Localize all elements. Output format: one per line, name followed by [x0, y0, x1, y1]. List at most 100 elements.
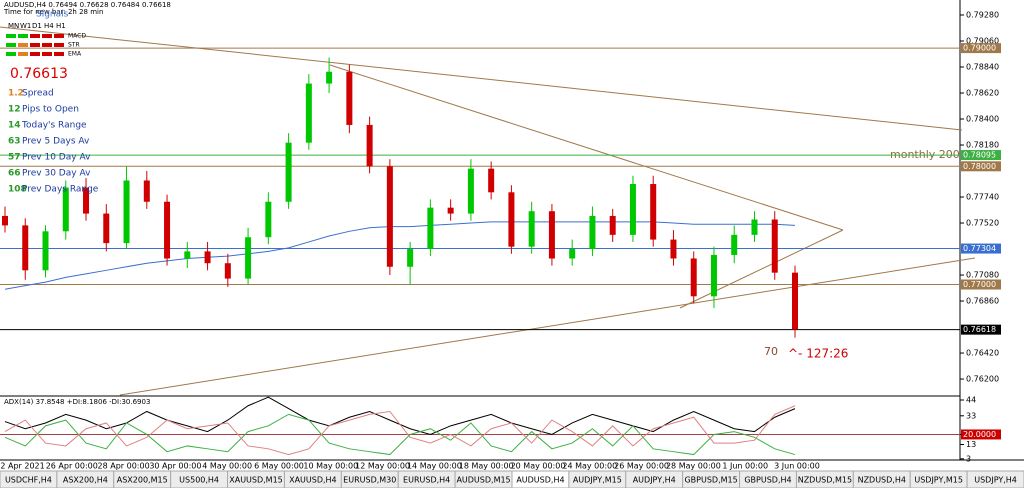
timeframe-label: H4	[44, 22, 54, 30]
tab-label[interactable]: AUDUSD,H4	[516, 476, 564, 485]
signal-cell	[18, 43, 28, 47]
stat-label: Prev 5 Days Av	[22, 137, 90, 147]
level-label: 0.76618	[963, 325, 996, 334]
chart-title: AUDUSD,H4 0.76494 0.76628 0.76484 0.7661…	[4, 1, 171, 9]
candle-body	[42, 231, 49, 271]
stat-number: 1.2	[8, 89, 24, 99]
tab-label[interactable]: ASX200,H4	[63, 476, 108, 485]
x-tick-label: 3 Jun 00:00	[774, 462, 820, 471]
candle-body	[366, 124, 373, 167]
x-tick-label: 26 Apr 00:00	[46, 462, 98, 471]
signal-cell	[6, 43, 16, 47]
tab-label[interactable]: ASX200,M15	[117, 476, 168, 485]
signal-cell	[30, 34, 40, 38]
tab-label[interactable]: NZDUSD,M15	[798, 476, 852, 485]
signal-cell	[30, 43, 40, 47]
tab-label[interactable]: EURUSD,H4	[403, 476, 450, 485]
candle-body	[346, 71, 353, 125]
signal-cell	[42, 52, 52, 56]
tab-label[interactable]: XAUUSD,M15	[229, 476, 283, 485]
y-tick-label: 0.76860	[966, 297, 999, 306]
tab-label[interactable]: XAUUSD,H4	[289, 476, 337, 485]
level-label: 0.78095	[963, 151, 996, 160]
candle-body	[548, 211, 555, 259]
candle-body	[305, 83, 312, 143]
candle-body	[22, 225, 29, 271]
candle-body	[386, 166, 393, 267]
stat-number: 57	[8, 153, 21, 163]
candle-body	[62, 187, 69, 232]
candle-body	[488, 168, 495, 193]
y-tick-label: 0.79280	[966, 11, 999, 20]
tab-label[interactable]: USDJPY,M15	[914, 476, 963, 485]
y-tick-label: 0.77080	[966, 271, 999, 280]
candle-body	[650, 184, 657, 240]
level-tag	[961, 43, 1001, 54]
tab-label[interactable]: AUDJPY,H4	[633, 476, 676, 485]
indicator-label: EMA	[68, 51, 82, 58]
candle-body	[204, 251, 211, 264]
y-tick-label: 0.78180	[966, 141, 999, 150]
y-tick-label: 0.78620	[966, 89, 999, 98]
candle-body	[103, 213, 110, 244]
x-tick-label: 4 May 00:00	[202, 462, 252, 471]
y-tick-label: 0.78840	[966, 63, 999, 72]
ema-line	[4, 221, 796, 290]
stat-number: 14	[8, 121, 21, 131]
candle-body	[245, 237, 252, 279]
candle-body	[447, 207, 454, 214]
y-tick-label: 44	[966, 396, 976, 405]
tab-label[interactable]: GBPUSD,H4	[744, 476, 791, 485]
y-tick-label: 3	[966, 454, 971, 463]
candle-body	[569, 249, 576, 259]
tab-label[interactable]: GBPUSD,M15	[684, 476, 737, 485]
stat-label: Pips to Open	[22, 105, 79, 115]
timeframe-label: W1	[20, 22, 31, 30]
annotation: ^- 127:26	[788, 347, 848, 361]
tab-label[interactable]: AUDJPY,M15	[573, 476, 622, 485]
tab-label[interactable]: USDJPY,H4	[974, 476, 1017, 485]
y-tick-label: 0.77520	[966, 219, 999, 228]
level-tag	[961, 150, 1001, 161]
y-tick-label: 0.76420	[966, 349, 999, 358]
tab-label[interactable]: NZDUSD,H4	[858, 476, 906, 485]
chart-subtitle: Time for new bar: 2h 28 min	[3, 8, 103, 16]
signal-cell	[30, 52, 40, 56]
level-tag	[961, 243, 1001, 254]
tab-label[interactable]: AUDUSD,M15	[456, 476, 510, 485]
price-display: 0.76613	[10, 66, 68, 82]
tab-label[interactable]: EURUSD,M30	[343, 476, 396, 485]
tab-label[interactable]: USDCHF,H4	[5, 476, 52, 485]
y-tick-label: 0.79060	[966, 37, 999, 46]
y-tick-label: 0.77740	[966, 193, 999, 202]
candle-body	[609, 215, 616, 235]
candle-body	[710, 254, 717, 297]
y-tick-label: 33	[966, 411, 976, 420]
tab-label[interactable]: US500,H4	[179, 476, 219, 485]
trend-line	[679, 229, 844, 309]
signal-cell	[54, 34, 64, 38]
candle-body	[2, 215, 8, 226]
candle-body	[690, 258, 697, 297]
stat-number: 66	[8, 169, 21, 179]
indicator-label: STR	[68, 42, 80, 49]
trend-line	[329, 64, 844, 231]
x-tick-label: 12 May 00:00	[355, 462, 410, 471]
candle-body	[265, 201, 272, 238]
signal-cell	[42, 43, 52, 47]
x-tick-label: 20 May 00:00	[511, 462, 566, 471]
signal-cell	[42, 34, 52, 38]
adx-title: ADX(14) 37.8548 +DI:8.1806 -DI:30.6903	[4, 398, 150, 406]
level-label: 0.77304	[963, 244, 996, 253]
level-label: 0.79000	[963, 44, 996, 53]
candle-body	[589, 215, 596, 250]
level-tag	[961, 279, 1001, 290]
adx-line	[4, 405, 796, 456]
candle-body	[467, 168, 474, 214]
candle-body	[83, 187, 90, 214]
stat-label: Spread	[22, 89, 54, 99]
adx-line	[4, 413, 796, 456]
level-label: 0.77000	[963, 280, 996, 289]
stat-label: Today's Range	[21, 121, 87, 131]
